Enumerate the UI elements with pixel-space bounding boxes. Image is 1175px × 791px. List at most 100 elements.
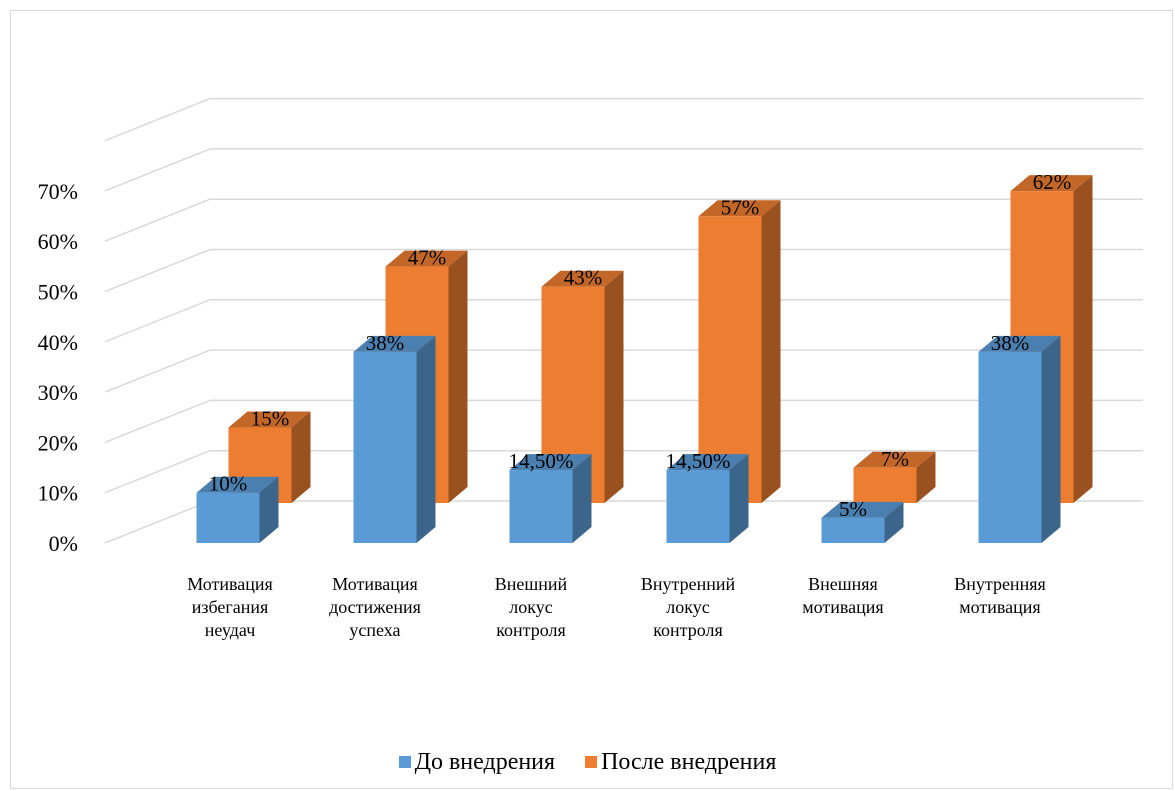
x-axis-categories: Мотивация избегания неудач Мотивация достиже… — [187, 574, 1046, 640]
bar-before-5: 38% — [978, 331, 1061, 543]
data-label-after: 15% — [251, 407, 290, 431]
gridline-diagonal — [104, 97, 211, 142]
bar-before-3: 14,50% — [666, 449, 749, 543]
category-label-line: локус — [666, 597, 709, 617]
bar-before-top — [196, 476, 279, 493]
bar-before-side — [416, 335, 436, 543]
category-label-line: Внешний — [495, 574, 568, 594]
bar-after-4: 7% — [853, 447, 936, 503]
y-tick-label: 20% — [38, 430, 78, 455]
data-label-before: 38% — [366, 331, 405, 355]
gridline-diagonal — [104, 248, 211, 293]
bar-chart-3d: 0% 10% 20% 30% 40% 50% 60% 70% 15% 47% 43% 57% 7% 62%… — [38, 97, 1143, 640]
y-tick-label: 30% — [38, 380, 78, 405]
data-label-after: 62% — [1033, 170, 1072, 194]
bar-after-top — [228, 411, 311, 428]
series-after: 15% 47% 43% 57% 7% 62% — [228, 170, 1093, 504]
y-tick-label: 60% — [38, 229, 78, 254]
gridline-diagonal — [104, 500, 211, 544]
gridline-diagonal — [104, 148, 211, 192]
category-label-line: мотивация — [802, 597, 883, 617]
data-label-before: 38% — [991, 331, 1030, 355]
legend-item-after: После внедрения — [585, 749, 776, 776]
bar-before-side — [729, 454, 749, 543]
bar-after-top — [1010, 175, 1093, 192]
legend: До внедрения После внедрения — [0, 748, 1175, 776]
category-label-line: успеха — [349, 620, 400, 640]
data-label-before: 14,50% — [509, 449, 574, 473]
gridline-diagonal — [104, 450, 211, 494]
bar-before-front — [666, 470, 730, 543]
category-label: Внешний локус контроля — [495, 574, 568, 640]
bar-after-top — [698, 200, 781, 217]
bar-before-0: 10% — [196, 472, 279, 543]
data-label-after: 47% — [408, 246, 447, 270]
y-tick-label: 0% — [49, 531, 78, 556]
category-label: Мотивация избегания неудач — [187, 574, 273, 640]
category-label-line: Мотивация — [187, 574, 273, 594]
category-label-line: мотивация — [959, 597, 1040, 617]
y-axis-ticks: 0% 10% 20% 30% 40% 50% 60% 70% — [38, 179, 78, 556]
gridline-diagonal — [104, 198, 211, 242]
bar-before-front — [978, 351, 1042, 543]
data-label-before: 14,50% — [666, 449, 731, 473]
data-label-before: 5% — [839, 497, 867, 521]
bar-before-front — [353, 351, 417, 543]
y-tick-label: 40% — [38, 330, 78, 355]
category-label-line: Внутренний — [641, 574, 736, 594]
category-label-line: достижения — [329, 597, 421, 617]
bar-before-side — [259, 476, 279, 543]
bar-after-side — [604, 270, 624, 503]
bar-before-2: 14,50% — [509, 449, 592, 543]
legend-label-before: До внедрения — [414, 748, 556, 775]
category-label-line: Внешняя — [808, 574, 878, 594]
y-tick-label: 10% — [38, 481, 78, 506]
bar-before-top — [353, 335, 436, 352]
bar-before-top — [666, 454, 749, 471]
bar-before-top — [821, 501, 904, 518]
category-label-line: Мотивация — [332, 574, 418, 594]
bar-after-side — [1073, 175, 1093, 503]
category-label: Внутренний локус контроля — [641, 574, 736, 640]
category-label: Мотивация достижения успеха — [329, 574, 421, 640]
category-label-line: неудач — [205, 620, 256, 640]
data-label-before: 10% — [209, 472, 248, 496]
bar-before-front — [196, 492, 260, 543]
bar-before-4: 5% — [821, 497, 904, 543]
category-label-line: контроля — [653, 620, 723, 640]
bar-before-1: 38% — [353, 331, 436, 543]
bar-after-top — [853, 451, 936, 468]
gridline-diagonal — [104, 349, 211, 393]
bar-after-side — [291, 411, 311, 503]
bar-after-side — [761, 200, 781, 504]
y-tick-label: 50% — [38, 280, 78, 305]
category-label: Внешняя мотивация — [802, 574, 883, 617]
series-before: 10% 38% 14,50% 14,50% 5% 38% — [196, 331, 1061, 543]
data-label-after: 43% — [564, 266, 603, 290]
bar-before-side — [1041, 335, 1061, 543]
bar-after-top — [385, 250, 468, 267]
category-label-line: избегания — [192, 597, 269, 617]
legend-label-after: После внедрения — [601, 748, 777, 775]
data-label-after: 57% — [721, 195, 760, 219]
bar-after-side — [916, 451, 936, 503]
bar-before-front — [509, 470, 573, 543]
legend-swatch-before — [398, 756, 411, 768]
legend-item-before: До внедрения — [398, 748, 556, 776]
legend-swatch-after — [585, 756, 598, 768]
category-label: Внутренняя мотивация — [954, 574, 1046, 617]
category-label-line: контроля — [496, 620, 566, 640]
y-tick-label: 70% — [38, 179, 78, 204]
bar-before-front — [821, 517, 885, 543]
gridline-diagonal — [104, 399, 211, 444]
gridline-diagonal — [104, 299, 211, 343]
bar-before-side — [884, 501, 904, 543]
category-label-line: Внутренняя — [954, 574, 1046, 594]
bar-before-side — [572, 454, 592, 543]
category-label-line: локус — [509, 597, 552, 617]
bar-after-side — [448, 250, 468, 503]
bar-after-front — [853, 467, 917, 503]
bar-before-top — [978, 335, 1061, 352]
data-label-after: 7% — [881, 447, 909, 471]
bar-after-top — [541, 270, 624, 287]
